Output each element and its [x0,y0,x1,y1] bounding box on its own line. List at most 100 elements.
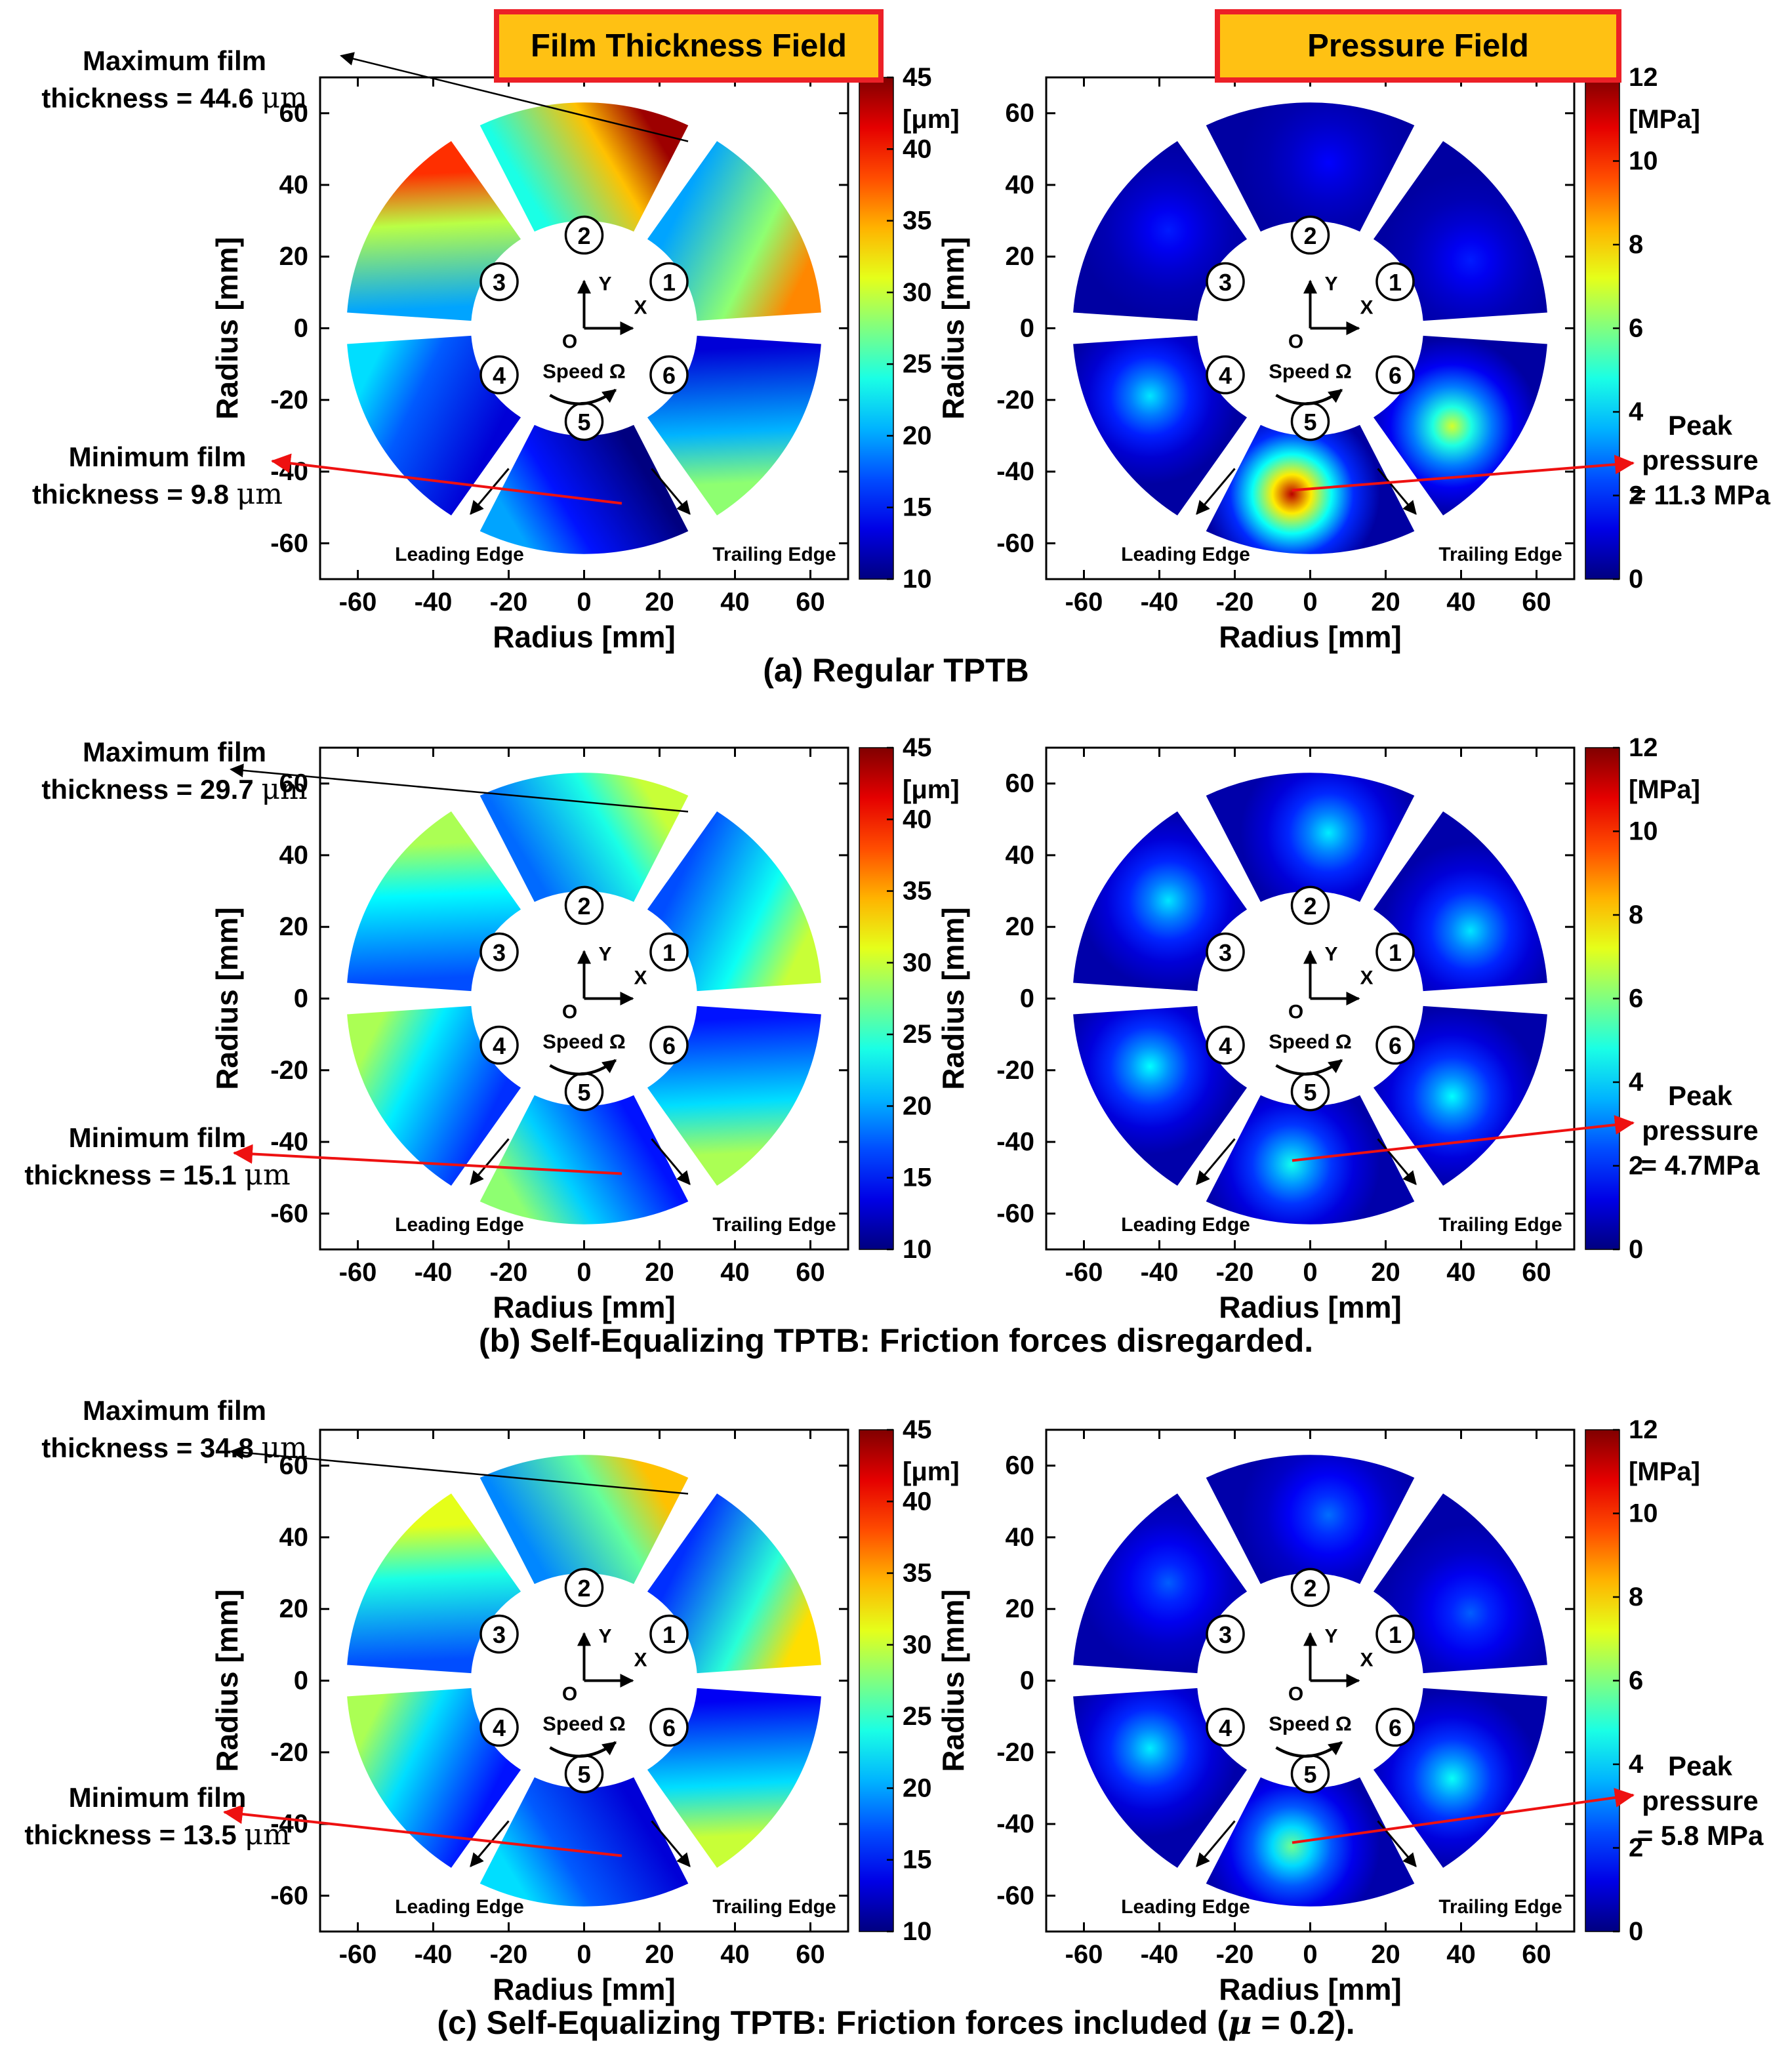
pad-5-film-c [479,1777,689,1907]
min-film-a-line2: thickness = 9.8 μm [31,477,283,511]
pad-number-circle-2-film-c [564,1568,604,1608]
y-tick-label-film-a: -20 [270,386,308,415]
colorbar-tick-film-a: 25 [903,350,932,378]
pad-3-film-b [347,811,521,992]
colorbar-tick-film-b: 15 [903,1164,932,1192]
colorbar-tick-pressure-a: 12 [1629,63,1658,92]
min-film-b-line2: thickness = 15.1 μm [24,1158,291,1192]
x-tick-label-film-b: -60 [339,1258,377,1287]
peak-pressure-arrow-c [1292,1788,1635,1844]
pad-number-circle-6-film-c [649,1707,689,1747]
film-thickness-header-label: Film Thickness Field [531,28,847,64]
x-axis-title-pressure-b: Radius [mm] [1219,1290,1402,1324]
pad-number-4-film-a: 4 [493,362,506,389]
peak-pressure-annotation-c: Peak pressure = 5.8 MPa [1637,1750,1764,1851]
speed-arrow-film-a [549,388,617,405]
pad-number-circle-6-film-a [649,355,689,395]
colorbar-tick-film-b: 40 [903,805,932,834]
colorbar-tick-film-b: 45 [903,733,932,762]
x-tick-label-pressure-c: 0 [1303,1940,1317,1969]
colorbar-tick-pressure-a: 0 [1629,565,1643,594]
ticks-pressure-b [1046,748,1574,1249]
y-tick-label-pressure-b: -40 [996,1127,1034,1156]
caption-c: (c) Self-Equalizing TPTB: Friction force… [437,2003,1355,2042]
x-tick-label-film-a: -40 [415,588,453,617]
pad-number-circle-3-pressure-c [1206,1614,1245,1654]
colorbar-tick-film-a: 35 [903,207,932,235]
leading-edge-label-film-b: Leading Edge [395,1214,524,1236]
pad-1-film-a [647,141,821,321]
coordinate-axes-film-c [577,1632,634,1688]
leading-edge-label-film-c: Leading Edge [395,1896,524,1918]
pad-3-pressure-b [1073,811,1248,992]
pad-number-circle-1-film-b [649,932,689,972]
leading-edge-label-pressure-b: Leading Edge [1121,1214,1250,1236]
x-axis-glyph-pressure-a: X [1360,297,1373,319]
pad-5-film-b [479,1095,689,1224]
y-axis-glyph-film-a: Y [599,273,612,295]
y-tick-label-film-b: -60 [270,1199,308,1228]
pad-number-circle-4-film-b [479,1025,519,1065]
min-film-c-line2: thickness = 13.5 μm [24,1818,291,1852]
colorbar-tick-film-c: 35 [903,1559,932,1588]
y-tick-label-pressure-a: 40 [1006,171,1035,199]
speed-label-pressure-c: Speed Ω [1269,1712,1352,1735]
y-axis-title-film-b: Radius [mm] [210,907,244,1090]
speed-label-pressure-b: Speed Ω [1269,1030,1352,1053]
x-tick-label-pressure-a: 40 [1446,588,1476,617]
colorbar-tick-film-c: 20 [903,1773,932,1802]
colorbar-tick-pressure-a: 10 [1629,147,1658,176]
pad-number-2-pressure-b: 2 [1303,893,1316,920]
pad-number-6-film-a: 6 [662,362,676,389]
colorbar-tick-film-c: 45 [903,1415,932,1444]
x-tick-label-film-a: 0 [577,588,591,617]
coordinate-axes-pressure-b [1303,950,1360,1005]
min-film-arrow-c [223,1804,622,1857]
pad-number-2-film-b: 2 [577,893,590,920]
y-tick-label-pressure-a: -60 [996,529,1034,557]
y-axis-title-film-a: Radius [mm] [210,237,244,420]
pad-number-2-film-a: 2 [577,222,590,249]
pad-3-film-a [347,141,521,321]
pad-number-2-film-c: 2 [577,1575,590,1602]
min-film-annotation-a: Minimum film thickness = 9.8 μm [0,438,315,513]
x-tick-label-film-a: 40 [720,588,750,617]
colorbar-tick-pressure-c: 2 [1629,1834,1643,1863]
pad-1-pressure-b [1373,811,1547,992]
pad-number-5-film-c: 5 [577,1761,590,1788]
pad-number-circle-3-film-c [479,1614,519,1654]
leading-edge-label-pressure-a: Leading Edge [1121,544,1250,565]
trailing-edge-arrow-film-b [651,1138,691,1186]
trailing-edge-arrow-pressure-a [1377,468,1417,516]
pad-number-circle-2-film-a [564,215,604,255]
pad-1-film-b [647,811,821,992]
colorbar-tick-film-b: 20 [903,1091,932,1120]
pad-number-circle-4-pressure-b [1206,1025,1245,1065]
pad-number-circle-4-pressure-c [1206,1707,1245,1747]
pad-2-pressure-b [1206,773,1415,902]
pad-number-5-film-b: 5 [577,1079,590,1106]
speed-arrow-film-c [549,1741,617,1758]
pad-number-3-pressure-b: 3 [1219,939,1232,966]
y-tick-label-pressure-c: -40 [996,1810,1034,1838]
pad-number-circle-3-film-b [479,932,519,972]
pad-5-film-a [479,424,689,554]
y-tick-label-film-a: 60 [279,99,309,128]
origin-glyph-film-b: O [562,1002,577,1023]
x-tick-label-film-c: -40 [415,1940,453,1969]
pad-number-circle-1-pressure-a [1375,262,1415,302]
colorbar-tick-pressure-c: 6 [1629,1667,1643,1695]
x-tick-label-pressure-a: 20 [1371,588,1400,617]
pad-number-6-pressure-c: 6 [1389,1714,1402,1741]
colorbar-tick-film-a: 10 [903,565,932,594]
x-tick-label-pressure-c: -40 [1141,1940,1179,1969]
max-film-b-line1: Maximum film [82,737,267,767]
trailing-edge-arrow-pressure-b [1377,1138,1417,1186]
max-film-a-line1: Maximum film [82,45,267,76]
x-tick-label-film-b: 0 [577,1258,591,1287]
x-tick-label-pressure-c: -20 [1216,1940,1254,1969]
x-tick-label-film-b: 40 [720,1258,750,1287]
pad-number-2-pressure-a: 2 [1303,222,1316,249]
